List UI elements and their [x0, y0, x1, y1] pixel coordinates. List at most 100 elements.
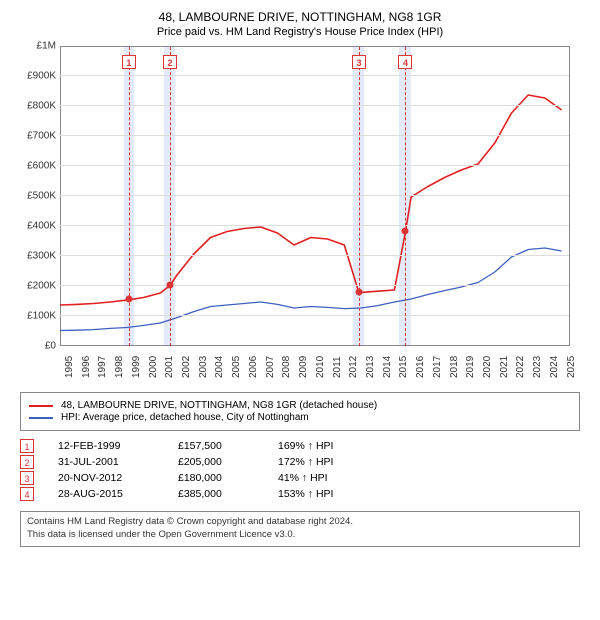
transaction-table: 1 12-FEB-1999£157,500169% ↑ HPI 2 31-JUL-20… [20, 439, 580, 501]
x-tick-label: 1996 [81, 356, 92, 378]
y-tick-label: £0 [18, 341, 56, 352]
y-tick-label: £1M [18, 41, 56, 52]
x-tick-label: 2011 [332, 356, 343, 378]
event-marker: 4 [398, 55, 412, 69]
x-tick-label: 2023 [532, 356, 543, 378]
series-line [60, 248, 562, 331]
gridline [60, 225, 569, 226]
event-dot [355, 289, 362, 296]
page-title: 48, LAMBOURNE DRIVE, NOTTINGHAM, NG8 1GR [8, 10, 592, 24]
x-tick-label: 2014 [382, 356, 393, 378]
gridline [60, 105, 569, 106]
x-tick-label: 2003 [198, 356, 209, 378]
x-tick-label: 2024 [549, 356, 560, 378]
y-tick-label: £700K [18, 131, 56, 142]
event-dashline [405, 47, 406, 346]
transaction-hpi: 169% ↑ HPI [278, 440, 333, 452]
transaction-hpi: 41% ↑ HPI [278, 472, 328, 484]
footer-line: Contains HM Land Registry data © Crown c… [27, 516, 573, 529]
transaction-marker: 2 [20, 455, 34, 469]
y-tick-label: £900K [18, 71, 56, 82]
transaction-price: £205,000 [178, 456, 278, 468]
y-tick-label: £200K [18, 281, 56, 292]
price-chart: 1 2 3 4 £0 £100K £200K £300K £400K £500K £600K £70… [20, 46, 580, 386]
transaction-price: £157,500 [178, 440, 278, 452]
transaction-marker: 1 [20, 439, 34, 453]
transaction-marker: 3 [20, 471, 34, 485]
gridline [60, 315, 569, 316]
transaction-hpi: 153% ↑ HPI [278, 488, 333, 500]
transaction-row: 3 20-NOV-2012£180,00041% ↑ HPI [20, 471, 580, 485]
transaction-marker: 4 [20, 487, 34, 501]
x-tick-label: 2000 [148, 356, 159, 378]
x-tick-label: 2021 [499, 356, 510, 378]
gridline [60, 255, 569, 256]
y-tick-label: £400K [18, 221, 56, 232]
transaction-date: 12-FEB-1999 [58, 440, 178, 452]
x-tick-label: 2013 [365, 356, 376, 378]
x-tick-label: 1998 [114, 356, 125, 378]
x-tick-label: 2012 [348, 356, 359, 378]
event-dot [125, 295, 132, 302]
event-dot [167, 281, 174, 288]
transaction-date: 31-JUL-2001 [58, 456, 178, 468]
transaction-date: 20-NOV-2012 [58, 472, 178, 484]
x-tick-label: 2001 [164, 356, 175, 378]
chart-lines [60, 47, 569, 346]
y-tick-label: £500K [18, 191, 56, 202]
page-subtitle: Price paid vs. HM Land Registry's House … [8, 26, 592, 38]
gridline [60, 135, 569, 136]
transaction-price: £180,000 [178, 472, 278, 484]
x-tick-label: 2009 [298, 356, 309, 378]
x-tick-label: 2008 [281, 356, 292, 378]
x-tick-label: 2002 [181, 356, 192, 378]
series-line [60, 95, 562, 305]
legend: 48, LAMBOURNE DRIVE, NOTTINGHAM, NG8 1GR… [20, 392, 580, 431]
x-tick-label: 1997 [97, 356, 108, 378]
gridline [60, 285, 569, 286]
x-tick-label: 2010 [315, 356, 326, 378]
footer: Contains HM Land Registry data © Crown c… [20, 511, 580, 547]
y-tick-label: £100K [18, 311, 56, 322]
event-dashline [170, 47, 171, 346]
y-tick-label: £300K [18, 251, 56, 262]
gridline [60, 195, 569, 196]
gridline [60, 75, 569, 76]
x-tick-label: 2005 [231, 356, 242, 378]
event-dashline [359, 47, 360, 346]
legend-swatch [29, 417, 53, 419]
x-tick-label: 2007 [265, 356, 276, 378]
transaction-price: £385,000 [178, 488, 278, 500]
y-tick-label: £600K [18, 161, 56, 172]
x-tick-label: 2018 [449, 356, 460, 378]
gridline [60, 165, 569, 166]
x-tick-label: 2025 [566, 356, 577, 378]
x-tick-label: 2015 [398, 356, 409, 378]
x-tick-label: 2022 [515, 356, 526, 378]
y-tick-label: £800K [18, 101, 56, 112]
legend-label: HPI: Average price, detached house, City… [61, 412, 309, 423]
legend-swatch [29, 405, 53, 407]
event-marker: 2 [163, 55, 177, 69]
x-tick-label: 1999 [131, 356, 142, 378]
legend-label: 48, LAMBOURNE DRIVE, NOTTINGHAM, NG8 1GR… [61, 400, 377, 411]
transaction-hpi: 172% ↑ HPI [278, 456, 333, 468]
event-marker: 3 [352, 55, 366, 69]
transaction-row: 1 12-FEB-1999£157,500169% ↑ HPI [20, 439, 580, 453]
x-tick-label: 2006 [248, 356, 259, 378]
event-marker: 1 [122, 55, 136, 69]
legend-item-hpi: HPI: Average price, detached house, City… [29, 412, 571, 423]
event-dot [402, 227, 409, 234]
plot-area: 1 2 3 4 [60, 46, 570, 346]
x-tick-label: 2019 [465, 356, 476, 378]
x-tick-label: 2020 [482, 356, 493, 378]
x-tick-label: 2017 [432, 356, 443, 378]
x-tick-label: 2004 [214, 356, 225, 378]
transaction-row: 2 31-JUL-2001£205,000172% ↑ HPI [20, 455, 580, 469]
footer-line: This data is licensed under the Open Gov… [27, 529, 573, 542]
transaction-row: 4 28-AUG-2015£385,000153% ↑ HPI [20, 487, 580, 501]
x-tick-label: 1995 [64, 356, 75, 378]
transaction-date: 28-AUG-2015 [58, 488, 178, 500]
x-tick-label: 2016 [415, 356, 426, 378]
legend-item-property: 48, LAMBOURNE DRIVE, NOTTINGHAM, NG8 1GR… [29, 400, 571, 411]
